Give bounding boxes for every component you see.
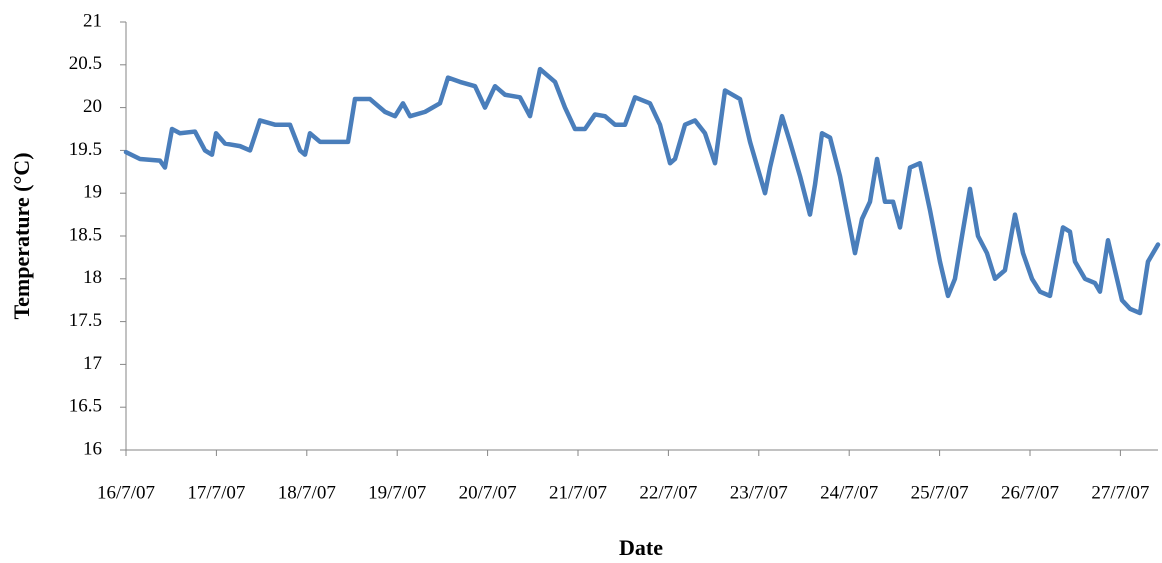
x-tick-label: 17/7/07 <box>187 482 245 503</box>
y-tick-label: 20.5 <box>69 53 102 74</box>
y-tick-label: 16 <box>83 438 102 459</box>
x-tick-label: 26/7/07 <box>1001 482 1059 503</box>
data-line <box>123 66 1161 316</box>
y-tick-label: 17 <box>83 353 102 374</box>
y-tick-label: 16.5 <box>69 396 102 417</box>
y-tick-label: 19.5 <box>69 139 102 160</box>
y-tick-label: 18.5 <box>69 224 102 245</box>
y-tick-label: 20 <box>83 96 102 117</box>
x-tick-label: 22/7/07 <box>639 482 697 503</box>
x-tick-label: 18/7/07 <box>278 482 336 503</box>
x-tick-label: 23/7/07 <box>730 482 788 503</box>
y-axis-title: Temperature (°C) <box>9 152 34 319</box>
x-tick-label: 27/7/07 <box>1091 482 1149 503</box>
y-tick-label: 17.5 <box>69 310 102 331</box>
y-tick-label: 21 <box>83 10 102 31</box>
x-tick-label: 24/7/07 <box>820 482 878 503</box>
x-tick-label: 25/7/07 <box>911 482 969 503</box>
x-tick-label: 20/7/07 <box>459 482 517 503</box>
y-tick-label: 18 <box>83 267 102 288</box>
x-tick-label: 21/7/07 <box>549 482 607 503</box>
x-axis-title: Date <box>619 535 663 560</box>
x-tick-label: 16/7/07 <box>97 482 155 503</box>
y-tick-label: 19 <box>83 182 102 203</box>
x-tick-label: 19/7/07 <box>368 482 426 503</box>
